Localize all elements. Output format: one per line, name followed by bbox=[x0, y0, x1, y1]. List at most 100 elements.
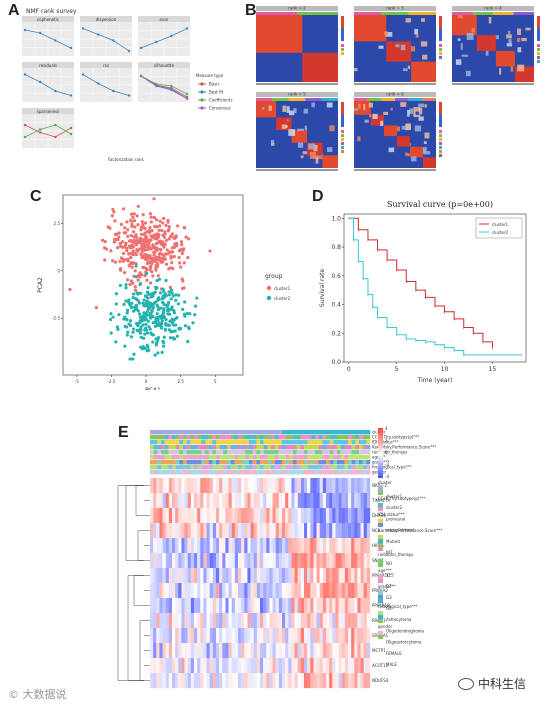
annotation-cell bbox=[161, 455, 165, 460]
pca-point-cluster1 bbox=[129, 255, 133, 260]
heatmap-scale-cell bbox=[378, 430, 383, 434]
pca-point-cluster1 bbox=[167, 225, 171, 229]
heatmap-cell bbox=[197, 643, 201, 659]
pca-point-cluster2 bbox=[125, 317, 129, 322]
heatmap-cell bbox=[322, 523, 327, 539]
pca-point-cluster1 bbox=[161, 233, 165, 237]
pca-point-cluster1 bbox=[157, 252, 161, 256]
heatmap-cell bbox=[263, 508, 267, 524]
pca-point-cluster1 bbox=[123, 226, 127, 230]
matrix-noise bbox=[400, 44, 406, 51]
matrix-noise bbox=[517, 37, 521, 42]
pca-point-cluster1 bbox=[180, 242, 184, 247]
legend-item-label: proneural bbox=[386, 516, 405, 521]
heatmap-cell bbox=[200, 523, 204, 539]
heatmap-cell bbox=[159, 628, 163, 644]
matrix-title: rank = 6 bbox=[386, 92, 404, 97]
matrix-noise bbox=[517, 47, 522, 53]
annotation-cell bbox=[282, 440, 286, 445]
heatmap-cell bbox=[256, 643, 261, 659]
heatmap-cell bbox=[316, 538, 320, 554]
annotation-cell bbox=[212, 470, 217, 475]
pca-point-cluster1 bbox=[125, 249, 129, 253]
heatmap-cell bbox=[310, 523, 314, 539]
heatmap-cell bbox=[348, 658, 352, 674]
heatmap-cell bbox=[209, 598, 214, 614]
pca-point-cluster1 bbox=[139, 238, 143, 243]
annotation-cell bbox=[161, 440, 165, 445]
annotation-cell bbox=[172, 445, 176, 450]
heatmap-cell bbox=[357, 583, 361, 599]
heatmap-scale-cell bbox=[378, 443, 383, 446]
heatmap-cell bbox=[278, 598, 283, 614]
pca-point-cluster1 bbox=[147, 244, 151, 248]
heatmap-cell bbox=[150, 523, 154, 539]
heatmap-cell bbox=[360, 553, 364, 569]
matrix-footer bbox=[256, 169, 338, 171]
matrix-scale bbox=[537, 23, 540, 26]
heatmap-cell bbox=[203, 508, 207, 524]
annotation-cell bbox=[300, 440, 305, 445]
heatmap-cell bbox=[234, 628, 239, 644]
annotation-cell bbox=[172, 465, 176, 470]
matrix-noise bbox=[390, 108, 393, 111]
heatmap-cell bbox=[222, 553, 226, 569]
annotation-cell bbox=[307, 445, 312, 450]
matrix-noise bbox=[302, 151, 310, 155]
pca-point-cluster2 bbox=[161, 294, 165, 299]
annotation-cell bbox=[183, 445, 187, 450]
annotation-cell bbox=[230, 470, 235, 475]
matrix-scale bbox=[439, 112, 442, 115]
pca-point-cluster1 bbox=[142, 265, 147, 270]
heatmap-cell bbox=[291, 643, 295, 659]
pca-ytick-label: 2.5 bbox=[54, 221, 61, 226]
heatmap-cell bbox=[263, 628, 267, 644]
heatmap-cell bbox=[219, 508, 223, 524]
heatmap-cell bbox=[187, 508, 192, 524]
heatmap-cell bbox=[212, 553, 217, 569]
pca-point-cluster1 bbox=[121, 259, 126, 263]
heatmap-cell bbox=[360, 568, 364, 584]
heatmap-cell bbox=[310, 598, 314, 614]
matrix-legend-key bbox=[439, 130, 442, 133]
pca-point-cluster1 bbox=[170, 232, 175, 236]
annotation-cell bbox=[238, 465, 242, 470]
heatmap-cell bbox=[348, 523, 352, 539]
annotation-cell bbox=[208, 455, 213, 460]
pca-point-cluster1 bbox=[132, 251, 136, 255]
annotation-cell bbox=[249, 460, 253, 465]
heatmap-cell bbox=[291, 538, 295, 554]
annotation-cell bbox=[293, 455, 297, 460]
heatmap-cell bbox=[260, 598, 264, 614]
pca-point-cluster2 bbox=[162, 335, 166, 339]
heatmap-cell bbox=[206, 538, 210, 554]
pca-point-cluster1 bbox=[126, 228, 130, 232]
matrix-annotation bbox=[408, 12, 436, 15]
heatmap-cell bbox=[282, 538, 286, 554]
legend-a-marker bbox=[200, 82, 204, 86]
annotation-cell bbox=[348, 445, 352, 450]
matrix-scale bbox=[439, 28, 442, 31]
annotation-cell bbox=[183, 455, 187, 460]
heatmap-cell bbox=[219, 568, 223, 584]
pca-point-cluster2 bbox=[141, 301, 145, 305]
annotation-cell bbox=[205, 460, 209, 465]
matrix-noise bbox=[303, 108, 309, 114]
pca-point-cluster2 bbox=[139, 291, 143, 295]
heatmap-cell bbox=[159, 553, 163, 569]
pca-point-cluster1 bbox=[134, 235, 139, 239]
heatmap-cell bbox=[354, 598, 358, 614]
matrix-block bbox=[354, 101, 371, 115]
annotation-cell bbox=[260, 450, 264, 455]
heatmap-cell bbox=[231, 538, 236, 554]
annotation-cell bbox=[362, 455, 367, 460]
pca-point-cluster1 bbox=[153, 224, 157, 229]
pca-point-cluster1 bbox=[172, 245, 177, 249]
pca-point-cluster1 bbox=[160, 252, 164, 256]
heatmap-cell bbox=[250, 598, 254, 614]
heatmap-cell bbox=[187, 658, 192, 674]
heatmap-cell bbox=[310, 628, 314, 644]
pca-xtick-label: 2.5 bbox=[178, 379, 185, 384]
annotation-cell bbox=[304, 460, 308, 465]
pca-point-cluster2 bbox=[174, 293, 178, 297]
